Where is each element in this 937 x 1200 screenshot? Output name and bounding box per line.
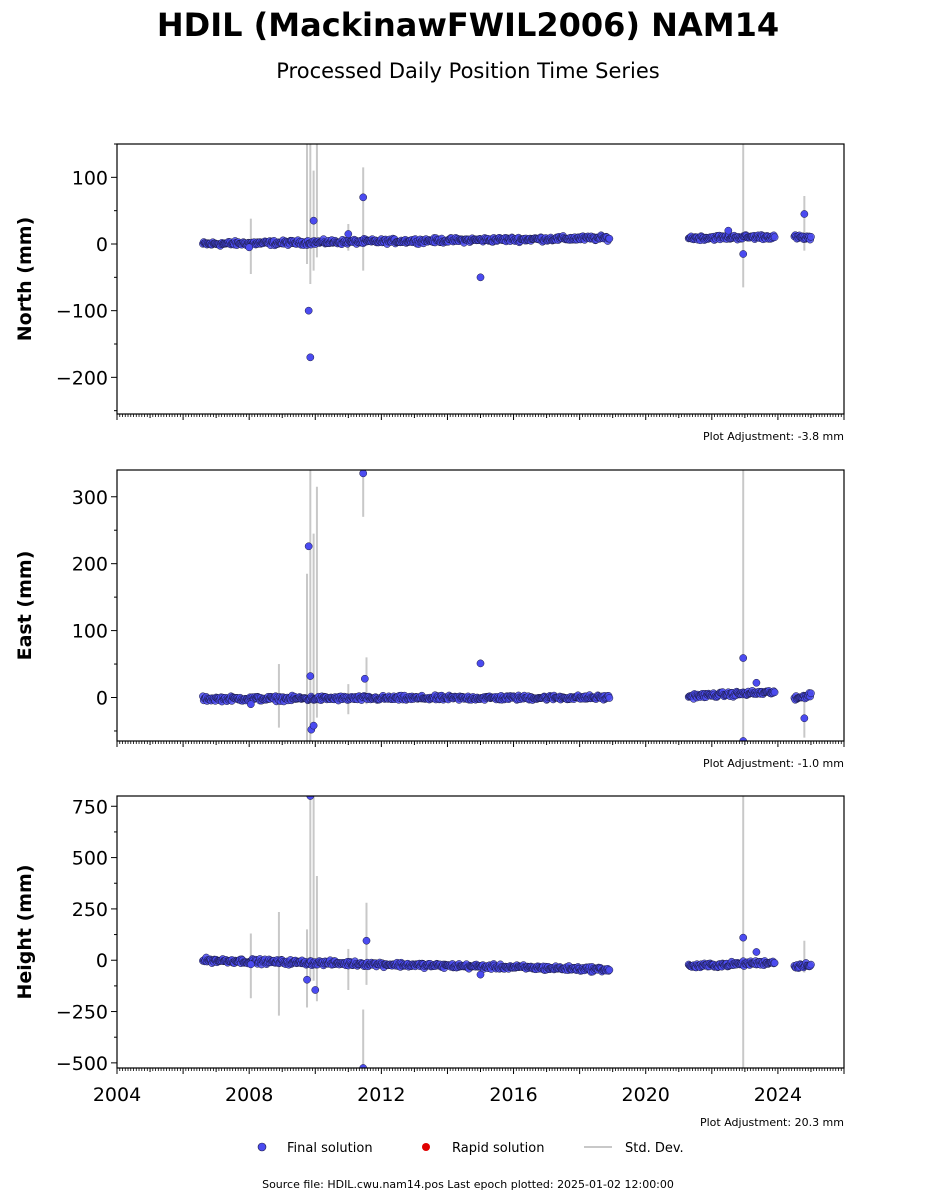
plot-adjustment-note: Plot Adjustment: -1.0 mm	[703, 757, 844, 770]
plot-adjustment-note: Plot Adjustment: -3.8 mm	[703, 430, 844, 443]
x-tick-label: 2004	[93, 1084, 141, 1106]
east-panel: 300 200 100 0 East (mm) Plot Adjustment: -1.0…	[14, 469, 845, 770]
y-axis-label: North (mm)	[14, 217, 36, 342]
data-point-outlier	[246, 960, 255, 969]
data-point-outlier	[739, 737, 748, 741]
data-point	[807, 689, 815, 698]
y-tick-label: −250	[56, 1002, 108, 1024]
y-tick-label: 300	[72, 487, 108, 509]
y-tick-label: 500	[72, 848, 108, 870]
legend-rapid-label: Rapid solution	[452, 1141, 544, 1156]
data-point-outlier	[304, 306, 313, 315]
data-point-outlier	[752, 948, 761, 956]
y-tick-label: 0	[96, 688, 108, 710]
data-point-outlier	[246, 700, 255, 709]
data-point-outlier	[360, 674, 369, 683]
source-footer: Source file: HDIL.cwu.nam14.pos Last epo…	[262, 1178, 674, 1191]
x-tick-label: 2024	[754, 1084, 802, 1106]
data-point	[770, 233, 779, 242]
y-tick-label: 750	[72, 796, 108, 818]
data-point-outlier	[359, 1064, 368, 1068]
y-tick-label: 200	[72, 554, 108, 576]
x-tick-label: 2008	[225, 1084, 273, 1106]
axes-frame	[116, 795, 845, 1069]
y-tick-label: 100	[72, 621, 108, 643]
legend-final-marker	[257, 1142, 267, 1152]
data-point	[605, 234, 614, 243]
data-point	[605, 966, 614, 974]
plot-adjustment-note: Plot Adjustment: 20.3 mm	[700, 1116, 844, 1129]
data-point-outlier	[800, 210, 809, 218]
data-point	[770, 688, 779, 697]
data-point-outlier	[306, 353, 315, 362]
legend-final-label: Final solution	[287, 1141, 373, 1156]
data-point-outlier	[304, 542, 313, 551]
y-tick-label: −100	[56, 301, 108, 323]
data-point-outlier	[476, 273, 485, 282]
data-point	[770, 959, 779, 967]
data-point-outlier	[344, 230, 353, 238]
x-tick-label: 2012	[357, 1084, 405, 1106]
data-point	[605, 694, 614, 702]
y-tick-label: 250	[72, 899, 108, 921]
data-point-outlier	[476, 659, 485, 668]
data-point-outlier	[724, 226, 733, 235]
legend: Final solution Rapid solution Std. Dev.	[257, 1141, 684, 1156]
data-point-outlier	[303, 975, 311, 984]
y-axis-label: Height (mm)	[14, 864, 36, 999]
data-point	[807, 960, 815, 969]
north-panel: 100 0 −100 −200 North (mm) Plot Adjustment: -…	[14, 143, 845, 443]
data-point-outlier	[739, 654, 748, 662]
height-panel: 750 500 250 0 −250 −500 2004 2008 2012 2016 2020 20…	[14, 795, 845, 1129]
y-tick-label: −500	[56, 1053, 108, 1075]
y-tick-label: 0	[96, 950, 108, 972]
data-point-outlier	[800, 714, 809, 723]
legend-std-label: Std. Dev.	[625, 1141, 684, 1156]
chart-title: HDIL (MackinawFWIL2006) NAM14	[157, 6, 779, 44]
data-point-outlier	[245, 243, 254, 252]
x-tick-label: 2020	[622, 1084, 670, 1106]
y-tick-label: 0	[96, 234, 108, 256]
x-tick-label: 2016	[489, 1084, 537, 1106]
data-point-outlier	[309, 721, 318, 730]
data-point-outlier	[752, 678, 761, 687]
data-point-outlier	[739, 933, 748, 942]
data-point-outlier	[476, 970, 485, 979]
plot-area	[199, 796, 815, 1068]
chart-subtitle: Processed Daily Position Time Series	[276, 59, 660, 83]
data-point-outlier	[309, 216, 318, 225]
data-point-outlier	[739, 250, 748, 258]
plot-area	[199, 470, 815, 741]
data-point-outlier	[362, 936, 371, 945]
y-tick-label: 100	[72, 167, 108, 189]
y-tick-label: −200	[56, 367, 108, 389]
data-point-outlier	[311, 986, 320, 994]
data-point	[807, 232, 815, 241]
legend-rapid-marker	[422, 1143, 430, 1151]
data-point-outlier	[306, 672, 315, 680]
data-point-outlier	[359, 193, 368, 202]
data-point-outlier	[359, 470, 368, 478]
plot-area	[199, 144, 815, 362]
y-axis-label: East (mm)	[14, 551, 36, 661]
